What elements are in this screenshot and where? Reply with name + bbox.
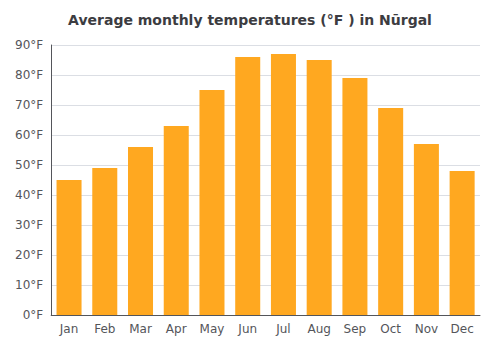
svg-text:Aug: Aug: [307, 322, 330, 336]
svg-text:0°F: 0°F: [23, 308, 44, 322]
svg-text:Nov: Nov: [415, 322, 438, 336]
svg-text:Feb: Feb: [94, 322, 115, 336]
svg-text:20°F: 20°F: [15, 248, 43, 262]
svg-text:30°F: 30°F: [15, 218, 43, 232]
svg-text:Sep: Sep: [344, 322, 367, 336]
svg-text:40°F: 40°F: [15, 188, 43, 202]
svg-text:Jul: Jul: [275, 322, 290, 336]
svg-text:Dec: Dec: [451, 322, 474, 336]
svg-text:Average monthly temperatures (: Average monthly temperatures (°F ) in Nū…: [68, 12, 432, 28]
svg-text:Oct: Oct: [380, 322, 401, 336]
svg-text:90°F: 90°F: [15, 38, 43, 52]
svg-text:50°F: 50°F: [15, 158, 43, 172]
svg-text:10°F: 10°F: [15, 278, 43, 292]
svg-text:Apr: Apr: [166, 322, 187, 336]
svg-text:Jan: Jan: [59, 322, 79, 336]
svg-text:60°F: 60°F: [15, 128, 43, 142]
svg-text:Jun: Jun: [237, 322, 257, 336]
svg-text:80°F: 80°F: [15, 68, 43, 82]
svg-text:Mar: Mar: [129, 322, 152, 336]
svg-text:70°F: 70°F: [15, 98, 43, 112]
svg-text:May: May: [200, 322, 225, 336]
